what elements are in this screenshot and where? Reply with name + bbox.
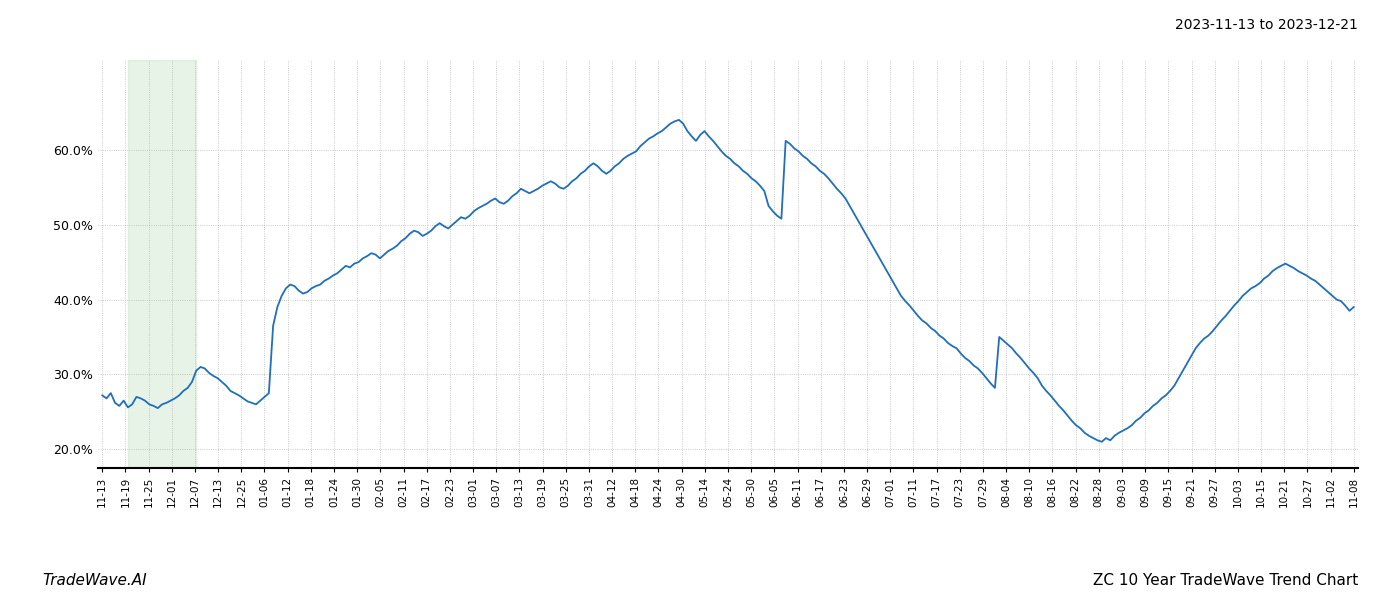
Text: TradeWave.AI: TradeWave.AI bbox=[42, 573, 147, 588]
Bar bbox=[127, 60, 196, 468]
Text: ZC 10 Year TradeWave Trend Chart: ZC 10 Year TradeWave Trend Chart bbox=[1093, 573, 1358, 588]
Text: 2023-11-13 to 2023-12-21: 2023-11-13 to 2023-12-21 bbox=[1175, 18, 1358, 32]
